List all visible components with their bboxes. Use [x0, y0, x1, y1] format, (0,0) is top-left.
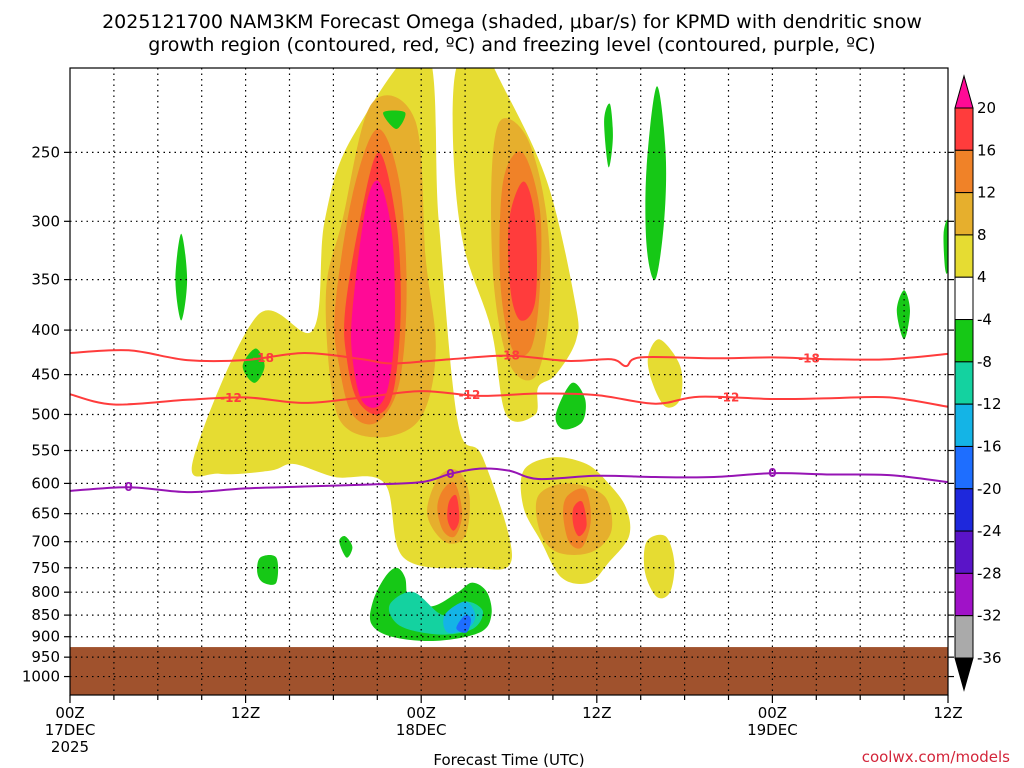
y-tick-label: 900: [31, 628, 60, 646]
omega-region-pos20: [351, 180, 396, 408]
contour-label: -18: [252, 351, 274, 365]
x-tick-label: 00Z: [55, 704, 84, 722]
x-tick-date: 18DEC: [396, 721, 447, 739]
colorbar-label: -24: [977, 522, 1002, 540]
y-tick-label: 700: [31, 533, 60, 551]
y-tick-label: 350: [31, 271, 60, 289]
colorbar-label: -32: [977, 607, 1002, 625]
colorbar-swatch: [954, 572, 974, 617]
y-tick-label: 300: [31, 212, 60, 230]
title-line-1: 2025121700 NAM3KM Forecast Omega (shaded…: [102, 11, 922, 33]
x-tick-label: 00Z: [407, 704, 436, 722]
omega-region-neg4: [896, 290, 910, 340]
colorbar-swatch: [954, 149, 974, 194]
x-tick-label: 00Z: [758, 704, 787, 722]
colorbar-legend: 20 16 12 8 4 -4 -8 -12 -16 -20 -24 -28 -32 -36: [954, 74, 1002, 692]
y-tick-label: 750: [31, 559, 60, 577]
contour-dgz_minus12: [70, 390, 948, 408]
colorbar-bottom-arrow: [954, 657, 974, 692]
omega-region-neg4: [242, 348, 265, 383]
contour-label: 0: [124, 480, 132, 494]
omega-region-pos16: [447, 494, 460, 531]
omega-region-pos4: [643, 534, 675, 599]
colorbar-swatch: [954, 445, 974, 490]
colorbar-swatch: [954, 530, 974, 574]
colorbar-label: 16: [977, 141, 996, 159]
terrain-fill: [70, 647, 948, 695]
omega-region-pos16: [572, 500, 587, 537]
omega-region-neg4: [175, 233, 188, 321]
colorbar-swatch: [954, 234, 974, 278]
colorbar-label: -28: [977, 564, 1002, 582]
colorbar-label: 8: [977, 226, 987, 244]
contour-label: -18: [798, 352, 820, 366]
y-tick-label: 600: [31, 474, 60, 492]
contour-label: 0: [768, 466, 776, 480]
omega-region-neg16: [456, 614, 472, 633]
colorbar-label: 20: [977, 99, 996, 117]
colorbar-label: -20: [977, 480, 1002, 498]
y-axis: 250 300 350 400 450 500 550 600 650 700 750 800 850 9…: [22, 143, 954, 686]
y-tick-label: 650: [31, 505, 60, 523]
title-line-2: growth region (contoured, red, ºC) and f…: [148, 34, 875, 56]
colorbar-swatch: [954, 615, 974, 659]
x-tick-label: 12Z: [933, 704, 962, 722]
omega-region-neg4: [645, 86, 667, 281]
x-tick-label: 12Z: [582, 704, 611, 722]
colorbar-label: -12: [977, 395, 1002, 413]
colorbar-swatch: [954, 319, 974, 363]
colorbar-label: -8: [977, 353, 992, 371]
omega-shading: [70, 68, 948, 695]
colorbar-swatch: [954, 403, 974, 447]
omega-region-pos16: [507, 181, 537, 321]
colorbar-swatch: [954, 192, 974, 236]
colorbar-label: -4: [977, 311, 992, 329]
contour-label: -18: [498, 349, 520, 363]
colorbar-label: 4: [977, 268, 987, 286]
x-tick-label: 12Z: [231, 704, 260, 722]
contour-label: -12: [718, 391, 740, 405]
colorbar-swatch: [954, 488, 974, 532]
y-tick-label: 500: [31, 405, 60, 423]
omega-region-neg4: [943, 219, 948, 274]
colorbar-swatch: [954, 361, 974, 405]
x-tick-date: 19DEC: [747, 721, 798, 739]
colorbar-label: -16: [977, 437, 1002, 455]
colorbar-swatch: [954, 107, 974, 151]
contour-freezing_level: [70, 467, 948, 494]
y-tick-label: 250: [31, 143, 60, 161]
omega-region-neg4: [257, 555, 279, 585]
omega-region-neg4: [339, 536, 353, 558]
y-tick-label: 400: [31, 321, 60, 339]
x-axis-label: Forecast Time (UTC): [433, 751, 584, 768]
y-tick-label: 950: [31, 648, 60, 666]
y-tick-label: 550: [31, 442, 60, 460]
contour-label: 0: [446, 467, 454, 481]
gridlines: [70, 68, 948, 695]
contour-label: -12: [459, 388, 481, 402]
x-tick-year: 2025: [51, 738, 89, 756]
y-tick-label: 450: [31, 366, 60, 384]
omega-region-neg4: [604, 103, 613, 168]
plot-area: -18 -18 -18 -12 -12 -12 0 0 0: [69, 67, 949, 696]
colorbar-label: 12: [977, 184, 996, 202]
colorbar-label: -36: [977, 649, 1002, 667]
y-tick-label: 850: [31, 606, 60, 624]
contour-lines: -18 -18 -18 -12 -12 -12 0 0 0: [70, 349, 948, 494]
omega-region-neg4: [383, 110, 406, 129]
y-tick-label: 800: [31, 583, 60, 601]
contour-label: -12: [220, 391, 242, 405]
colorbar-top-arrow: [954, 74, 974, 109]
chart-title: 2025121700 NAM3KM Forecast Omega (shaded…: [102, 11, 922, 56]
watermark: coolwx.com/models: [862, 748, 1010, 766]
colorbar-swatch: [954, 276, 974, 321]
contour-dgz_minus18: [70, 349, 948, 368]
y-tick-label: 1000: [22, 668, 60, 686]
x-tick-date: 17DEC: [45, 721, 96, 739]
